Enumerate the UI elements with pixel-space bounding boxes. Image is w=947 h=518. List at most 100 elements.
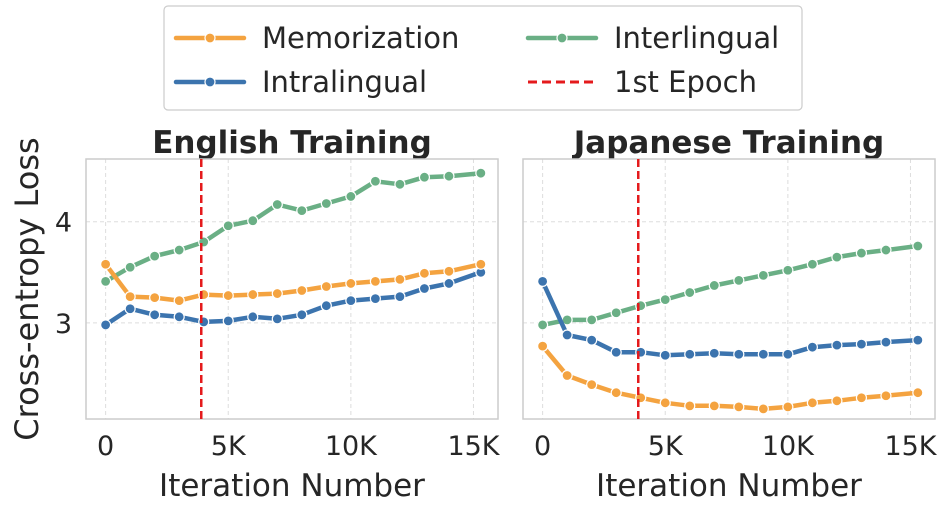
series-line-interlingual xyxy=(540,243,921,328)
data-point-intralingual xyxy=(733,348,745,360)
data-point-interlingual xyxy=(247,215,259,227)
y-axis-label: Cross-entropy Loss xyxy=(8,137,46,440)
data-point-intralingual xyxy=(586,334,598,346)
legend-item-intralingual: Intralingual xyxy=(173,65,427,99)
data-point-intralingual xyxy=(831,339,843,351)
data-point-intralingual xyxy=(782,348,794,360)
data-point-intralingual xyxy=(561,329,573,341)
data-point-intralingual xyxy=(124,303,136,315)
data-point-interlingual xyxy=(173,244,185,256)
data-point-memorization xyxy=(806,397,818,409)
data-point-intralingual xyxy=(855,338,868,350)
data-point-memorization xyxy=(418,267,431,279)
y-tick-label: 4 xyxy=(55,208,72,239)
data-point-intralingual xyxy=(880,336,892,348)
data-point-interlingual xyxy=(296,204,308,217)
data-point-intralingual xyxy=(149,309,161,321)
data-point-memorization xyxy=(561,369,573,382)
data-point-memorization xyxy=(149,291,161,304)
panel-japanese-training-title: Japanese Training xyxy=(572,125,884,161)
legend-marker-memorization xyxy=(204,32,216,44)
data-point-interlingual xyxy=(271,198,283,211)
data-point-memorization xyxy=(345,277,357,290)
data-point-interlingual xyxy=(912,240,924,252)
data-point-memorization xyxy=(100,258,112,270)
data-point-interlingual xyxy=(443,170,455,182)
data-point-interlingual xyxy=(369,175,381,187)
legend-label-intralingual: Intralingual xyxy=(262,65,427,99)
x-tick-label: 10K xyxy=(325,431,378,462)
legend: Memorization Interlingual Intralingual 1st … xyxy=(163,5,803,111)
panel-japanese-training-frame xyxy=(522,158,936,420)
data-point-intralingual xyxy=(708,347,720,359)
data-point-interlingual xyxy=(124,261,136,273)
data-point-memorization xyxy=(296,284,308,297)
data-point-memorization xyxy=(173,295,185,307)
data-point-intralingual xyxy=(296,309,308,321)
data-point-interlingual xyxy=(586,314,598,326)
series-line-intralingual xyxy=(103,270,484,328)
panel-english-training-grid xyxy=(86,159,498,419)
x-tick-label: 5K xyxy=(211,431,247,462)
data-point-intralingual xyxy=(345,295,357,307)
panel-english-training-series-memorization xyxy=(100,258,487,307)
panel-japanese-training-series-intralingual xyxy=(537,275,924,361)
legend-marker-intralingual xyxy=(204,76,216,88)
panel-english-training-xlabel: Iteration Number xyxy=(159,468,425,504)
legend-item-memorization: Memorization xyxy=(173,21,459,55)
data-point-memorization xyxy=(659,397,671,409)
legend-label-1st-epoch: 1st Epoch xyxy=(614,65,757,99)
data-point-memorization xyxy=(880,390,892,402)
data-point-interlingual xyxy=(806,258,818,270)
data-point-interlingual xyxy=(149,250,161,262)
series-line-intralingual xyxy=(540,279,921,358)
panel-english-training-title: English Training xyxy=(152,125,432,161)
data-point-memorization xyxy=(320,280,332,293)
data-point-intralingual xyxy=(537,275,549,288)
data-point-memorization xyxy=(610,387,622,399)
data-point-memorization xyxy=(394,273,406,285)
data-point-memorization xyxy=(124,290,136,303)
data-point-interlingual xyxy=(880,244,892,256)
panel-english-training-series-interlingual xyxy=(100,167,487,288)
legend-frame xyxy=(163,5,803,111)
data-point-intralingual xyxy=(369,293,381,305)
data-point-interlingual xyxy=(418,171,431,183)
panel-japanese-training-series-memorization xyxy=(537,340,924,415)
y-tick-label: 3 xyxy=(55,309,72,340)
legend-label-interlingual: Interlingual xyxy=(614,21,779,55)
data-point-memorization xyxy=(537,340,549,352)
data-point-intralingual xyxy=(100,319,112,331)
data-point-memorization xyxy=(369,275,381,288)
data-point-memorization xyxy=(443,265,455,277)
data-point-intralingual xyxy=(394,290,406,303)
data-point-intralingual xyxy=(173,311,185,323)
data-point-memorization xyxy=(586,379,598,391)
data-point-intralingual xyxy=(757,348,769,360)
legend-item-interlingual: Interlingual xyxy=(525,21,779,55)
data-point-intralingual xyxy=(418,282,431,295)
data-point-interlingual xyxy=(733,274,745,287)
data-point-intralingual xyxy=(610,346,622,358)
data-point-interlingual xyxy=(831,251,843,263)
panel-english-training: English Training 0 5K 10K 15K 3 4 Iteration Num… xyxy=(55,125,501,504)
data-point-memorization xyxy=(684,400,696,412)
panel-english-training-series-intralingual xyxy=(100,266,487,331)
panel-english-training-frame xyxy=(85,158,499,420)
x-tick-label: 0 xyxy=(97,431,114,462)
data-point-memorization xyxy=(757,403,769,415)
data-point-memorization xyxy=(831,395,843,407)
data-point-interlingual xyxy=(610,307,622,319)
data-point-intralingual xyxy=(222,315,234,327)
data-point-interlingual xyxy=(475,167,487,179)
data-point-memorization xyxy=(733,401,745,413)
x-tick-label: 0 xyxy=(534,431,551,462)
data-point-interlingual xyxy=(345,190,357,203)
data-point-interlingual xyxy=(537,319,549,331)
data-point-interlingual xyxy=(394,178,406,190)
panel-japanese-training: Japanese Training 0 5K 10K 15K Iteration Numb… xyxy=(522,125,938,504)
x-tick-label: 5K xyxy=(648,431,684,462)
legend-label-memorization: Memorization xyxy=(262,21,459,55)
